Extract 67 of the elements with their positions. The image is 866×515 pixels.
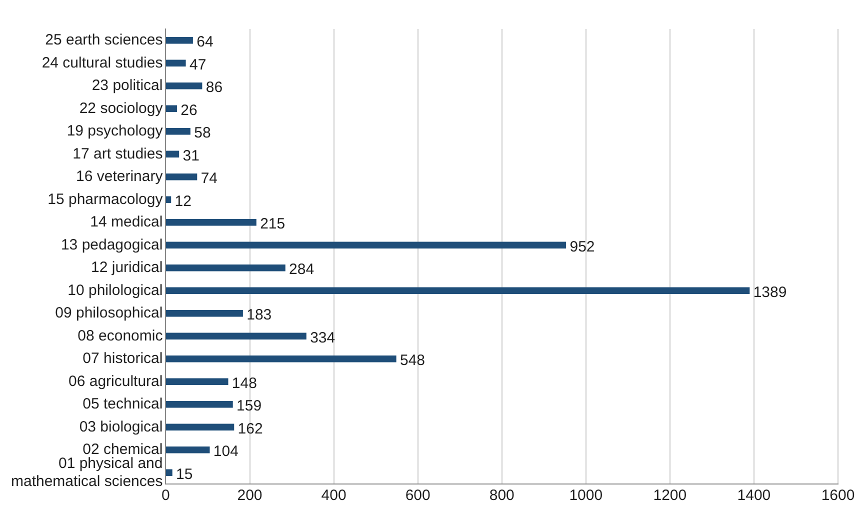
x-tick-label: 400 <box>321 487 346 504</box>
data-label: 148 <box>232 374 257 392</box>
y-tick-label: 23 political <box>92 77 163 94</box>
data-label: 1389 <box>753 284 787 301</box>
data-label: 12 <box>174 192 192 210</box>
x-tick-label: 1400 <box>737 487 771 504</box>
bar <box>166 60 186 66</box>
bar <box>166 424 234 430</box>
bar <box>166 242 566 248</box>
y-tick-label: 22 sociology <box>79 100 164 117</box>
bar <box>166 356 396 362</box>
data-label: 26 <box>180 102 198 119</box>
bar <box>166 37 193 44</box>
data-label: 183 <box>246 306 272 324</box>
y-tick-label: 14 medical <box>90 214 163 231</box>
bar <box>166 401 233 408</box>
bar <box>166 264 286 272</box>
y-tick-label: 10 philological <box>68 282 163 299</box>
y-tick-label: 05 technical <box>82 396 163 413</box>
y-tick-label: 17 art studies <box>72 145 163 162</box>
data-label: 548 <box>400 352 426 370</box>
bar <box>166 82 202 90</box>
bar <box>166 128 190 135</box>
data-label: 159 <box>236 398 262 415</box>
y-tick-label: 19 psychology <box>66 122 164 140</box>
bar <box>166 105 177 112</box>
data-label: 284 <box>289 261 314 278</box>
y-tick-label: 03 biological <box>79 418 163 436</box>
data-label: 215 <box>260 216 286 233</box>
data-label: 162 <box>238 420 263 438</box>
y-tick-label: 07 historical <box>82 350 163 368</box>
y-tick-label: 24 cultural studies <box>42 54 163 72</box>
data-label: 952 <box>570 238 595 256</box>
data-label: 47 <box>189 56 206 74</box>
y-tick-label: 13 pedagogical <box>60 236 163 254</box>
bar <box>166 446 210 454</box>
bar <box>166 219 256 226</box>
bar <box>166 469 172 476</box>
data-label: 104 <box>213 443 238 460</box>
bar <box>166 150 180 158</box>
x-tick-label: 800 <box>489 487 514 504</box>
data-label: 86 <box>206 79 223 96</box>
bar <box>166 196 172 203</box>
y-tick-label: 15 pharmacology <box>48 190 164 208</box>
data-label: 31 <box>182 147 200 164</box>
data-label: 15 <box>176 466 193 483</box>
bar <box>166 310 243 317</box>
bar <box>166 378 228 385</box>
data-label: 64 <box>196 34 214 51</box>
y-tick-label: 12 juridical <box>91 259 163 276</box>
x-tick-label: 1000 <box>569 487 603 504</box>
y-tick-label: 08 economic <box>78 327 164 344</box>
x-tick-label: 1200 <box>653 487 687 504</box>
data-label: 58 <box>194 124 211 142</box>
y-tick-label: 09 philosophical <box>55 304 163 322</box>
y-tick-label: 25 earth sciences <box>45 32 163 49</box>
y-tick-label: 16 veterinary <box>76 168 164 186</box>
x-tick-label: 0 <box>162 487 170 504</box>
data-label: 334 <box>310 329 336 346</box>
bar <box>166 332 306 340</box>
x-tick-label: 600 <box>405 487 430 504</box>
x-tick-label: 200 <box>237 487 262 504</box>
y-tick-label: 06 agricultural <box>68 372 163 390</box>
x-tick-label: 1600 <box>821 487 855 504</box>
data-label: 74 <box>200 170 218 188</box>
bar <box>166 287 750 294</box>
bar <box>166 174 198 180</box>
